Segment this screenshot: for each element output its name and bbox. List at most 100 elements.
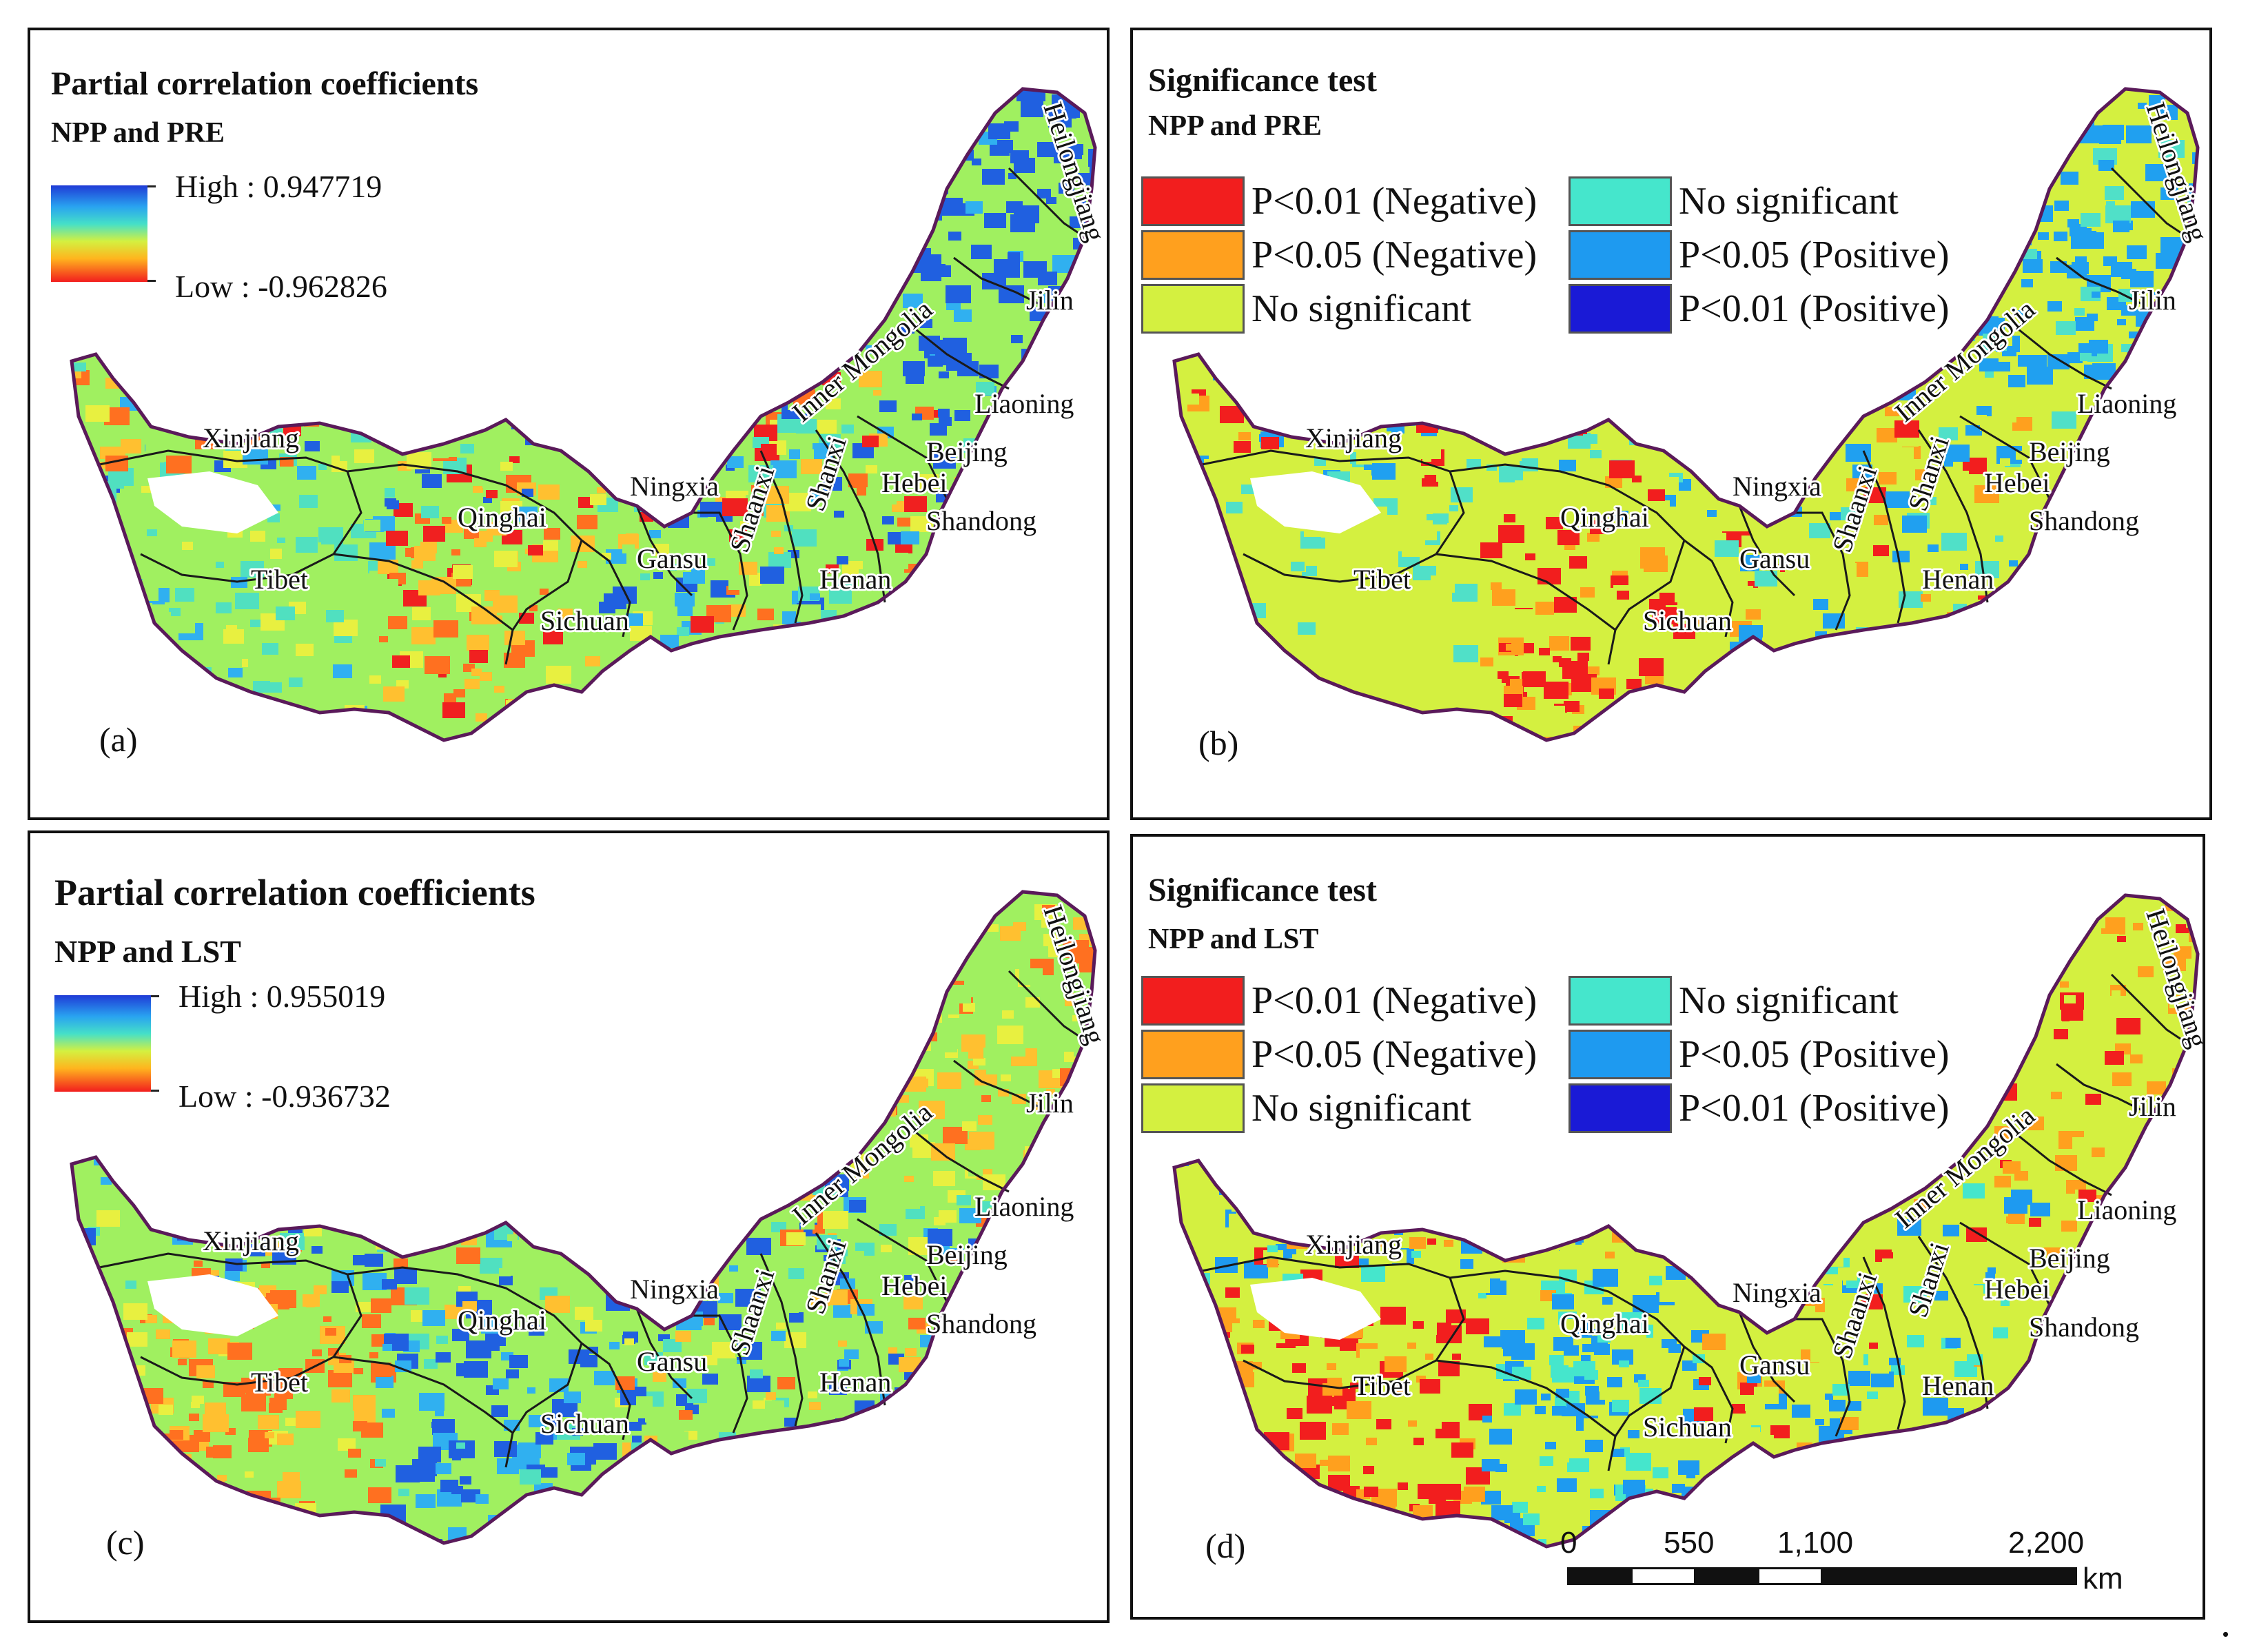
raster-cell bbox=[1091, 1378, 1095, 1388]
raster-cell bbox=[2093, 595, 2105, 603]
raster-cell bbox=[245, 1006, 261, 1017]
raster-cell bbox=[1366, 93, 1378, 101]
raster-cell bbox=[1094, 567, 1095, 579]
raster-cell bbox=[152, 453, 164, 462]
raster-cell bbox=[661, 257, 681, 271]
legend-label: P<0.01 (Negative) bbox=[1251, 979, 1537, 1022]
raster-cell bbox=[603, 895, 622, 908]
raster-cell bbox=[527, 1387, 535, 1394]
raster-cell bbox=[2115, 1234, 2130, 1245]
raster-cell bbox=[920, 319, 932, 328]
raster-cell bbox=[564, 394, 586, 410]
raster-cell bbox=[1248, 370, 1263, 381]
province-label: Gansu bbox=[637, 543, 707, 574]
raster-cell bbox=[1551, 1129, 1577, 1147]
raster-cell bbox=[585, 1320, 602, 1332]
province-boundary bbox=[99, 1252, 362, 1386]
raster-cell bbox=[674, 447, 700, 465]
province-label: Tibet bbox=[251, 1367, 308, 1398]
raster-cell bbox=[127, 179, 151, 196]
raster-cell bbox=[577, 1183, 591, 1192]
raster-cell bbox=[2141, 479, 2154, 487]
raster-cell bbox=[2130, 454, 2154, 471]
raster-cell bbox=[1298, 1017, 1324, 1035]
raster-cell bbox=[908, 1458, 924, 1469]
raster-cell bbox=[909, 997, 919, 1005]
raster-cell bbox=[1365, 239, 1387, 255]
raster-cell bbox=[287, 326, 299, 335]
raster-cell bbox=[409, 98, 435, 116]
raster-cell bbox=[105, 136, 115, 143]
region-map: Xinjiang Qinghai Tibet Sichuan Gansu Ningxia S… bbox=[30, 30, 1110, 817]
raster-cell bbox=[472, 367, 489, 379]
raster-cell bbox=[1200, 941, 1225, 959]
raster-cell bbox=[246, 179, 266, 193]
province-boundary bbox=[635, 1308, 693, 1400]
raster-cell bbox=[679, 1410, 693, 1420]
raster-cell bbox=[118, 1063, 136, 1075]
raster-cell bbox=[1099, 593, 1110, 604]
raster-cell bbox=[414, 272, 431, 285]
raster-cell bbox=[559, 185, 575, 197]
raster-cell bbox=[1767, 165, 1779, 174]
raster-cell bbox=[668, 119, 678, 127]
raster-cell bbox=[1934, 333, 1956, 348]
raster-cell bbox=[1236, 991, 1251, 1001]
raster-cell bbox=[721, 174, 730, 181]
raster-cell bbox=[771, 531, 781, 537]
raster-cell bbox=[1573, 249, 1586, 258]
raster-cell bbox=[697, 89, 716, 102]
raster-cell bbox=[910, 516, 933, 532]
raster-cell bbox=[1363, 1176, 1389, 1194]
raster-cell bbox=[860, 619, 881, 633]
raster-cell bbox=[928, 1229, 952, 1246]
raster-cell bbox=[1422, 1035, 1435, 1044]
raster-cell bbox=[1403, 227, 1417, 237]
raster-cell bbox=[888, 1451, 901, 1460]
raster-cell bbox=[2159, 595, 2182, 611]
raster-cell bbox=[1275, 974, 1292, 986]
raster-cell bbox=[2154, 447, 2179, 464]
province-boundary bbox=[581, 1342, 631, 1440]
raster-cell bbox=[1789, 298, 1797, 304]
raster-cell bbox=[2044, 1422, 2056, 1431]
raster-cell bbox=[1640, 552, 1664, 569]
raster-cell bbox=[540, 281, 564, 298]
raster-cell bbox=[801, 230, 825, 247]
province-label: Liaoning bbox=[2077, 388, 2176, 419]
raster-cell bbox=[657, 1003, 679, 1019]
raster-cell bbox=[1742, 388, 1764, 403]
raster-cell bbox=[1732, 1404, 1746, 1414]
raster-cell bbox=[1861, 316, 1876, 326]
raster-cell bbox=[584, 965, 595, 972]
raster-cell bbox=[1256, 253, 1280, 270]
raster-cell bbox=[708, 940, 726, 952]
raster-cell bbox=[1299, 690, 1311, 698]
raster-cell bbox=[718, 1456, 729, 1464]
raster-cell bbox=[668, 962, 694, 981]
raster-cell bbox=[1721, 723, 1731, 731]
raster-cell bbox=[303, 243, 314, 251]
raster-cell bbox=[2038, 232, 2049, 240]
raster-cell bbox=[696, 284, 711, 295]
raster-cell bbox=[1677, 926, 1700, 942]
raster-cell bbox=[2067, 489, 2077, 496]
raster-cell bbox=[353, 1255, 367, 1265]
raster-cell bbox=[671, 442, 684, 452]
raster-cell bbox=[374, 927, 390, 938]
raster-cell bbox=[456, 167, 471, 177]
raster-cell bbox=[1549, 101, 1564, 111]
raster-cell bbox=[2113, 221, 2129, 232]
raster-cell bbox=[919, 584, 934, 595]
raster-cell bbox=[2145, 1174, 2159, 1184]
raster-cell bbox=[859, 710, 868, 716]
raster-cell bbox=[2123, 1404, 2138, 1414]
raster-cell bbox=[1781, 155, 1797, 166]
raster-cell bbox=[1021, 1529, 1046, 1543]
raster-cell bbox=[72, 633, 75, 639]
raster-cell bbox=[363, 1033, 381, 1046]
raster-cell bbox=[1070, 216, 1086, 228]
raster-cell bbox=[1050, 1136, 1067, 1148]
raster-cell bbox=[1611, 740, 1621, 746]
raster-cell bbox=[2058, 721, 2068, 728]
